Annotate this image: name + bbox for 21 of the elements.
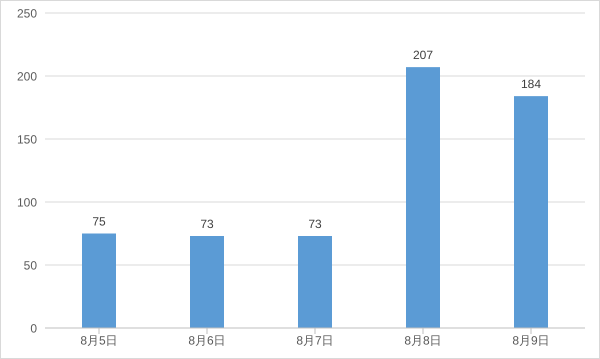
y-tick-label: 50 — [24, 258, 38, 272]
x-tick-label: 8月6日 — [188, 334, 226, 348]
y-tick-label: 0 — [30, 321, 38, 336]
y-tick-label: 100 — [16, 195, 38, 210]
data-label: 73 — [200, 217, 214, 232]
bar — [406, 67, 440, 328]
bar — [298, 236, 332, 328]
x-tick-label: 8月9日 — [512, 334, 550, 348]
bar — [514, 96, 548, 328]
x-tick-label: 8月7日 — [296, 334, 334, 348]
x-tick-label: 8月8日 — [404, 334, 442, 348]
x-tick-label: 8月5日 — [80, 334, 118, 348]
data-label: 75 — [92, 214, 106, 228]
data-label: 207 — [412, 48, 434, 62]
y-tick-label: 200 — [16, 69, 38, 84]
y-tick-label: 250 — [16, 6, 38, 20]
data-label: 73 — [308, 217, 322, 232]
bar — [82, 234, 116, 328]
y-tick-label: 150 — [16, 132, 38, 146]
bar — [190, 236, 224, 328]
data-label: 184 — [520, 77, 542, 92]
